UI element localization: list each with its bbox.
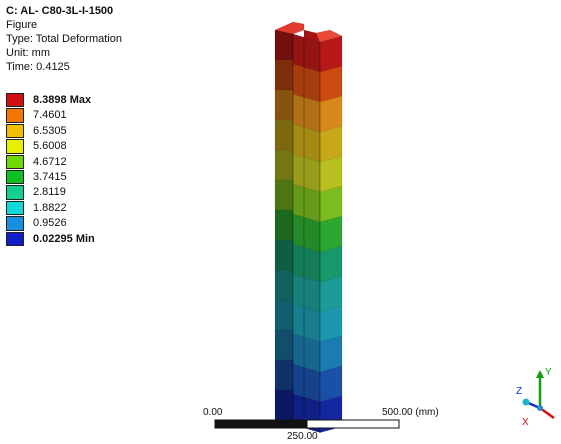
legend-level: 7.4601 bbox=[6, 108, 136, 123]
z-axis-ball bbox=[522, 398, 530, 406]
legend-color-swatch bbox=[6, 185, 24, 200]
contour-legend[interactable]: 8.3898 Max 7.4601 6.5305 5.6008 4.6712 3.7415… bbox=[6, 93, 136, 247]
legend-value-label: 4.6712 bbox=[33, 155, 67, 168]
legend-color-swatch bbox=[6, 200, 24, 216]
legend-level: 0.9526 bbox=[6, 216, 136, 231]
legend-value-label: 8.3898 Max bbox=[33, 94, 92, 106]
legend-level: 2.8119 bbox=[6, 185, 136, 200]
analysis-title: C: AL- C80-3L-I-1500 bbox=[6, 5, 114, 17]
legend-value-label: 1.8822 bbox=[33, 201, 67, 214]
axis-triad[interactable]: Y X Z bbox=[512, 364, 561, 430]
column-top-cap bbox=[274, 21, 305, 35]
scale-bar-light-segment bbox=[306, 419, 400, 429]
legend-color-swatch bbox=[6, 231, 24, 246]
legend-level: 0.02295 Min bbox=[6, 231, 136, 247]
column-band-left-face bbox=[274, 359, 294, 391]
result-info-panel: C: AL- C80-3L-I-1500 Figure Type: Total … bbox=[6, 4, 122, 74]
result-unit: Unit: mm bbox=[6, 47, 50, 59]
scale-bar-mid-label: 250.00 bbox=[287, 431, 318, 442]
x-axis-label: X bbox=[522, 417, 529, 428]
column-band-left-face bbox=[274, 119, 294, 151]
scale-bar-end-label: 500.00 (mm) bbox=[382, 407, 439, 418]
legend-color-swatch bbox=[6, 154, 24, 169]
legend-value-label: 5.6008 bbox=[33, 140, 67, 153]
legend-color-swatch bbox=[6, 169, 24, 185]
legend-level: 3.7415 bbox=[6, 169, 136, 185]
legend-color-swatch bbox=[6, 123, 24, 139]
legend-value-label: 3.7415 bbox=[33, 170, 67, 183]
legend-color-swatch bbox=[6, 93, 24, 108]
legend-value-label: 2.8119 bbox=[33, 186, 66, 199]
scale-bar-dark-segment bbox=[214, 419, 308, 429]
result-type: Type: Total Deformation bbox=[6, 33, 122, 45]
column-band-left-face bbox=[274, 29, 294, 61]
column-band-left-face bbox=[274, 59, 294, 91]
column-band-left-face bbox=[274, 209, 294, 241]
legend-level: 6.5305 bbox=[6, 123, 136, 139]
column-band-left-face bbox=[274, 329, 294, 361]
legend-color-swatch bbox=[6, 139, 24, 154]
legend-value-label: 7.4601 bbox=[33, 109, 67, 122]
column-model[interactable] bbox=[274, 21, 343, 434]
y-axis-label: Y bbox=[545, 367, 552, 378]
legend-level: 8.3898 Max bbox=[6, 93, 136, 108]
column-band-left-face bbox=[274, 269, 294, 301]
legend-color-swatch bbox=[6, 108, 24, 123]
column-band-left-face bbox=[274, 179, 294, 211]
scale-bar-graphic bbox=[214, 419, 400, 429]
column-band-left-face bbox=[274, 299, 294, 331]
legend-color-swatch bbox=[6, 216, 24, 231]
legend-value-label: 0.9526 bbox=[33, 217, 67, 230]
legend-value-label: 0.02295 Min bbox=[33, 232, 95, 245]
legend-level: 1.8822 bbox=[6, 200, 136, 216]
legend-value-label: 6.5305 bbox=[33, 124, 67, 137]
column-band-left-face bbox=[274, 239, 294, 271]
result-time: Time: 0.4125 bbox=[6, 61, 70, 73]
column-band-left-face bbox=[274, 149, 294, 181]
scale-bar: 0.00 500.00 (mm) 250.00 bbox=[200, 404, 470, 444]
legend-level: 4.6712 bbox=[6, 154, 136, 170]
legend-level: 5.6008 bbox=[6, 139, 136, 154]
column-top-flange bbox=[315, 29, 343, 43]
z-axis-label: Z bbox=[516, 386, 522, 397]
triad-origin bbox=[537, 405, 543, 411]
figure-label: Figure bbox=[6, 19, 38, 31]
column-band-left-face bbox=[274, 89, 294, 121]
scale-bar-start-label: 0.00 bbox=[203, 407, 223, 418]
y-axis-arrowhead bbox=[536, 370, 544, 378]
